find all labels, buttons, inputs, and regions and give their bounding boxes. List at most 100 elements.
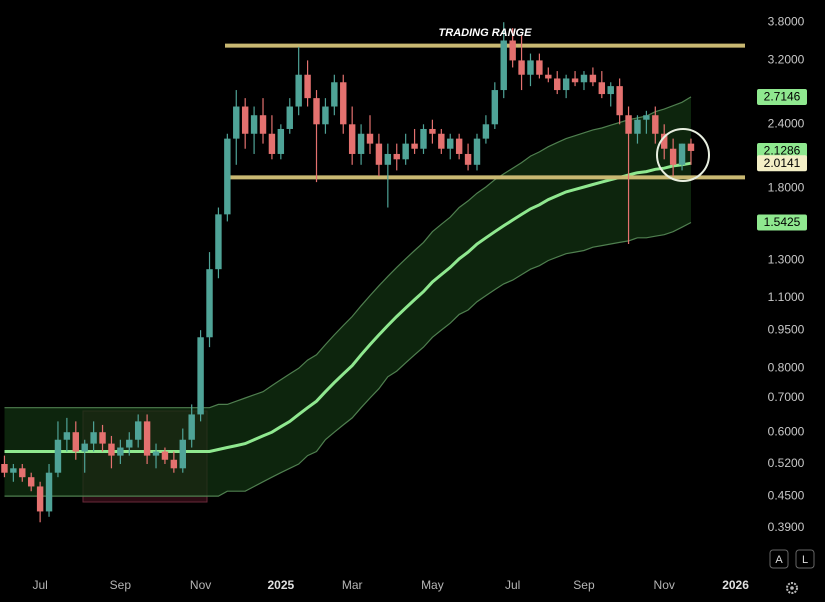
toolbar-button[interactable]: L — [802, 554, 808, 566]
candle-body — [545, 74, 552, 79]
candle-body — [10, 468, 17, 473]
candle-body — [63, 432, 71, 440]
candle-body — [438, 133, 445, 149]
candle-body — [348, 124, 356, 154]
settings-icon-center — [790, 586, 794, 590]
candle-body — [259, 115, 267, 134]
candle-body — [464, 153, 472, 165]
candle-body — [188, 414, 195, 440]
candle-body — [375, 143, 383, 165]
candle-body — [687, 143, 695, 151]
candle-body — [536, 60, 543, 75]
candle-body — [304, 74, 311, 99]
candle-body — [206, 269, 213, 338]
range-label: TRADING RANGE — [439, 27, 533, 39]
candle-body — [518, 60, 525, 75]
band-upper — [4, 96, 692, 409]
candle-body — [81, 443, 88, 452]
candle-body — [669, 148, 677, 165]
candle-body — [36, 486, 44, 512]
x-tick-label: Jul — [32, 578, 47, 592]
candle-body — [1, 463, 8, 473]
candle-body — [643, 115, 650, 120]
y-tick-label: 1.3000 — [768, 253, 805, 267]
candle-body — [268, 133, 276, 154]
candle-body — [331, 82, 338, 107]
candle-body — [366, 133, 374, 144]
candle-body — [527, 60, 534, 75]
candle-body — [45, 472, 53, 512]
candle-body — [509, 40, 516, 61]
candle-body — [286, 106, 293, 129]
candle-body — [384, 153, 392, 165]
x-tick-label: Sep — [573, 578, 595, 592]
candle-body — [652, 115, 659, 134]
price-badge-label: 2.1286 — [764, 144, 801, 158]
candle-body — [126, 439, 133, 448]
candle-body — [161, 451, 169, 460]
candle-body — [357, 133, 365, 154]
x-tick-label: Jul — [505, 578, 520, 592]
candle-body — [250, 115, 258, 134]
candle-body — [99, 432, 106, 444]
candle-body — [429, 128, 436, 134]
candle-body — [589, 74, 597, 83]
candle-body — [233, 106, 240, 139]
candle-body — [241, 106, 249, 134]
candle-body — [473, 138, 481, 165]
candle-body — [402, 143, 409, 160]
x-tick-label: 2025 — [267, 578, 294, 592]
candle-body — [277, 128, 285, 154]
price-badge — [757, 155, 807, 172]
button-frame[interactable] — [795, 549, 815, 569]
price-badge-label: 2.7146 — [764, 90, 801, 104]
candle-body — [598, 82, 606, 95]
x-tick-label: Mar — [342, 578, 363, 592]
candle-body — [571, 78, 579, 83]
price-badge — [757, 88, 807, 105]
button-frame[interactable] — [769, 549, 789, 569]
settings-icon[interactable] — [786, 582, 798, 594]
candle-body — [562, 78, 570, 91]
candle-body — [27, 477, 35, 487]
price-badge — [757, 214, 807, 231]
candles-layer — [1, 22, 695, 523]
y-tick-label: 1.8000 — [768, 180, 805, 194]
candle-body — [340, 82, 347, 125]
candle-body — [90, 432, 97, 444]
x-tick-label: Nov — [190, 578, 211, 592]
candle-body — [661, 133, 668, 149]
candle-body — [19, 468, 26, 478]
candle-body — [313, 98, 320, 125]
candle-body — [411, 143, 418, 149]
candle-body — [108, 443, 115, 456]
candle-body — [447, 138, 454, 149]
candle-body — [491, 90, 499, 125]
toolbar-button[interactable]: A — [775, 554, 783, 566]
candle-body — [554, 78, 561, 91]
x-tick-label: May — [421, 578, 444, 592]
band-lower — [4, 221, 692, 497]
candle-body — [179, 439, 186, 469]
candle-body — [634, 119, 641, 134]
axis-layer: 3.8000 3.2000 2.4000 1.8000 1.3000 1.1000 0.95… — [32, 14, 807, 592]
y-tick-label: 0.8000 — [768, 360, 805, 374]
candle-body — [678, 143, 686, 165]
range-layer — [225, 43, 745, 180]
y-tick-label: 0.9500 — [768, 322, 805, 336]
candle-body — [54, 439, 62, 473]
candle-body — [170, 459, 178, 469]
x-tick-label: Sep — [110, 578, 132, 592]
candle-body — [215, 214, 222, 270]
highlight-circle — [656, 128, 710, 182]
candle-body — [393, 153, 400, 160]
y-tick-label: 0.5200 — [768, 456, 805, 470]
x-tick-label: 2026 — [722, 578, 749, 592]
candle-body — [152, 451, 160, 456]
candle-body — [143, 421, 151, 456]
candle-body — [616, 86, 623, 116]
y-tick-label: 0.6000 — [768, 424, 805, 438]
candle-body — [134, 421, 142, 440]
candle-body — [224, 138, 231, 215]
